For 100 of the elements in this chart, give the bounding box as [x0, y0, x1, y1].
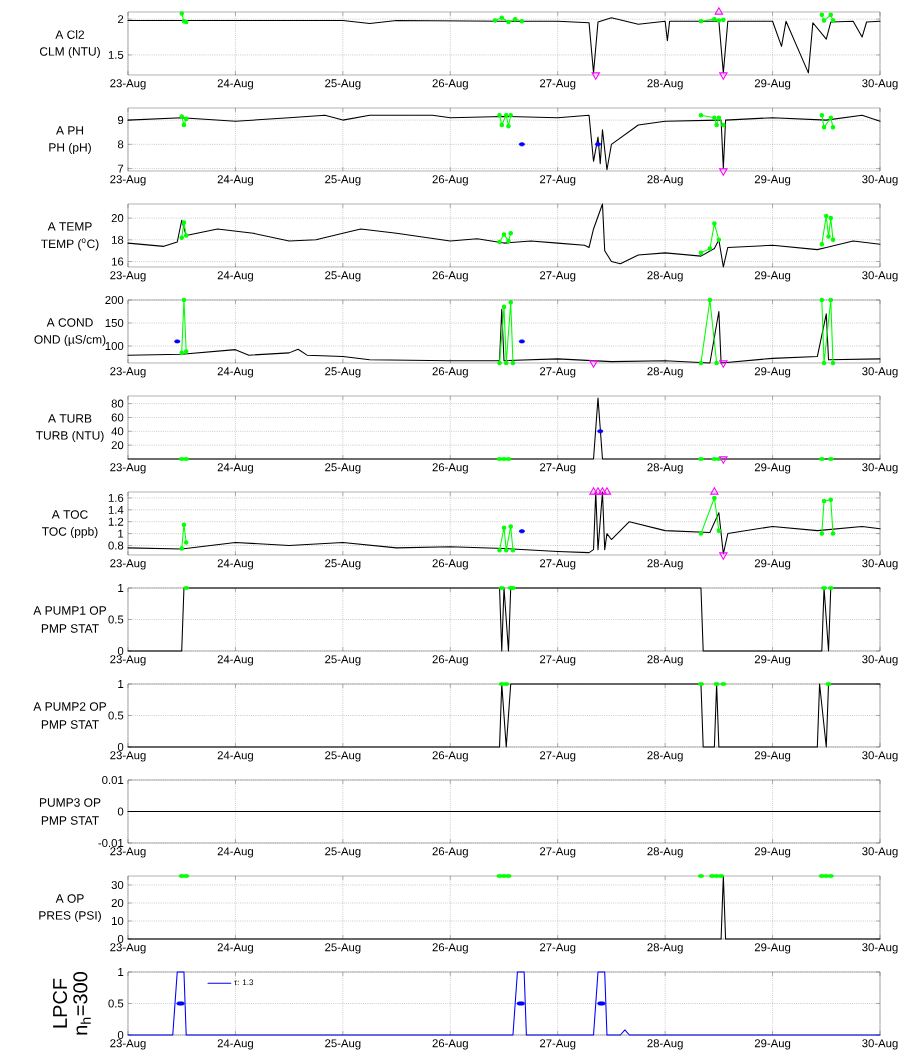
y-tick-label: -0.01 [98, 838, 124, 847]
x-tick-label: 29-Aug [754, 559, 791, 570]
x-tick-label: 29-Aug [754, 79, 791, 90]
y-tick-label: 18 [111, 235, 124, 244]
y-tick-label: 0.5 [108, 711, 124, 720]
x-tick-label: 30-Aug [862, 943, 898, 954]
x-tick-label: 30-Aug [862, 847, 898, 858]
y-tick-label: 10 [111, 916, 124, 925]
y-tick-label: 1 [118, 529, 124, 538]
x-tick-label: 29-Aug [754, 175, 791, 186]
y-tick-label: 8 [117, 140, 124, 149]
text: A TEMP [47, 222, 92, 231]
x-tick-label: 30-Aug [862, 271, 898, 282]
x-tick-label: 25-Aug [325, 655, 361, 666]
y-tick-label: 20 [111, 899, 124, 907]
y-tick-label: 0.01 [102, 775, 124, 784]
text: A PH [56, 126, 84, 135]
x-tick-label: 28-Aug [647, 463, 683, 474]
x-tick-label: 30-Aug [862, 559, 898, 570]
x-tick-label: 24-Aug [217, 943, 253, 954]
y-tick-label: 9 [117, 116, 124, 125]
x-tick-label: 26-Aug [432, 271, 468, 282]
y-tick-label: 0.5 [108, 999, 124, 1008]
x-tick-label: 28-Aug [647, 175, 683, 186]
y-tick-label: 0 [117, 646, 124, 655]
x-tick-label: 25-Aug [325, 79, 361, 90]
x-tick-label: 25-Aug [325, 943, 361, 954]
y-tick-label: 1.6 [108, 493, 124, 502]
x-tick-label: 27-Aug [540, 943, 576, 954]
x-tick-label: 30-Aug [862, 1039, 898, 1050]
text: A COND [46, 318, 93, 327]
x-tick-label: 25-Aug [325, 463, 361, 474]
y-axis-title: PRES (PSI) [39, 910, 101, 923]
y-tick-label: 0.5 [108, 615, 124, 624]
x-tick-label: 28-Aug [647, 367, 683, 378]
x-tick-label: 26-Aug [432, 463, 468, 474]
y-tick-label: 40 [111, 427, 124, 436]
x-tick-label: 27-Aug [540, 175, 576, 186]
x-tick-label: 26-Aug [432, 943, 468, 954]
x-tick-label: 24-Aug [217, 655, 253, 666]
x-tick-label: 27-Aug [540, 367, 576, 378]
x-tick-label: 27-Aug [540, 847, 576, 858]
y-tick-label: 30 [111, 881, 124, 890]
x-tick-label: 23-Aug [110, 79, 146, 90]
y-tick-label: 1 [118, 680, 124, 688]
x-tick-label: 29-Aug [754, 367, 791, 378]
x-tick-label: 29-Aug [754, 655, 791, 666]
x-tick-label: 25-Aug [325, 751, 361, 762]
x-tick-label: 27-Aug [540, 559, 576, 570]
x-tick-label: 23-Aug [110, 847, 146, 858]
y-axis-title: PMP STAT [41, 624, 99, 633]
y-tick-label: 1.4 [108, 505, 124, 514]
x-tick-label: 23-Aug [110, 751, 146, 762]
x-tick-label: 25-Aug [325, 175, 361, 186]
y-axis-title: TURB (NTU) [35, 430, 104, 443]
x-tick-label: 27-Aug [540, 79, 576, 90]
text: LPCF [52, 978, 68, 1028]
text: A TOC [51, 510, 88, 519]
y-axis-title: OND (µS/cm) [34, 334, 106, 347]
x-tick-label: 25-Aug [325, 367, 361, 378]
x-tick-label: 27-Aug [540, 655, 576, 666]
x-tick-label: 29-Aug [754, 1039, 791, 1050]
x-tick-label: 25-Aug [325, 271, 361, 282]
x-tick-label: 26-Aug [432, 175, 468, 186]
x-tick-label: 23-Aug [110, 367, 146, 378]
y-axis-title: n$_{h}$=300 [73, 971, 91, 1035]
text: PUMP3 OP [39, 798, 101, 807]
y-axis-title: TEMP ($^{o}$C) [41, 238, 99, 251]
x-tick-label: 23-Aug [110, 271, 146, 282]
x-tick-label: 24-Aug [217, 847, 253, 858]
text: A TURB [48, 414, 92, 423]
x-tick-label: 30-Aug [862, 79, 898, 90]
y-tick-label: 100 [105, 341, 124, 350]
x-tick-label: 24-Aug [217, 367, 253, 378]
x-tick-label: 24-Aug [217, 559, 253, 570]
y-tick-label: 200 [105, 295, 124, 304]
y-tick-label: 20 [111, 214, 124, 223]
y-tick-label: 7 [118, 164, 124, 173]
x-tick-label: 28-Aug [647, 1039, 683, 1050]
x-tick-label: 28-Aug [647, 271, 683, 282]
x-tick-label: 27-Aug [540, 271, 576, 282]
text: A Cl2 [55, 30, 85, 39]
legend-label: τ: 1.3 [234, 979, 254, 986]
y-tick-label: 0 [117, 934, 124, 943]
x-tick-label: 29-Aug [754, 751, 791, 762]
text: A PUMP1 OP [33, 606, 107, 615]
x-tick-label: 28-Aug [647, 655, 683, 666]
y-tick-label: 16 [111, 257, 124, 266]
y-tick-label: 2 [118, 15, 124, 24]
x-tick-label: 24-Aug [217, 271, 253, 282]
x-tick-label: 24-Aug [217, 751, 253, 762]
x-tick-label: 29-Aug [754, 463, 791, 474]
x-tick-label: 25-Aug [325, 1039, 361, 1050]
x-tick-label: 23-Aug [110, 943, 146, 954]
y-tick-label: 1.5 [108, 50, 124, 59]
x-tick-label: 29-Aug [754, 271, 791, 282]
y-tick-label: 1.2 [108, 517, 124, 526]
x-tick-label: 30-Aug [862, 655, 898, 666]
x-tick-label: 28-Aug [647, 559, 683, 570]
y-tick-label: 0.8 [108, 541, 124, 550]
